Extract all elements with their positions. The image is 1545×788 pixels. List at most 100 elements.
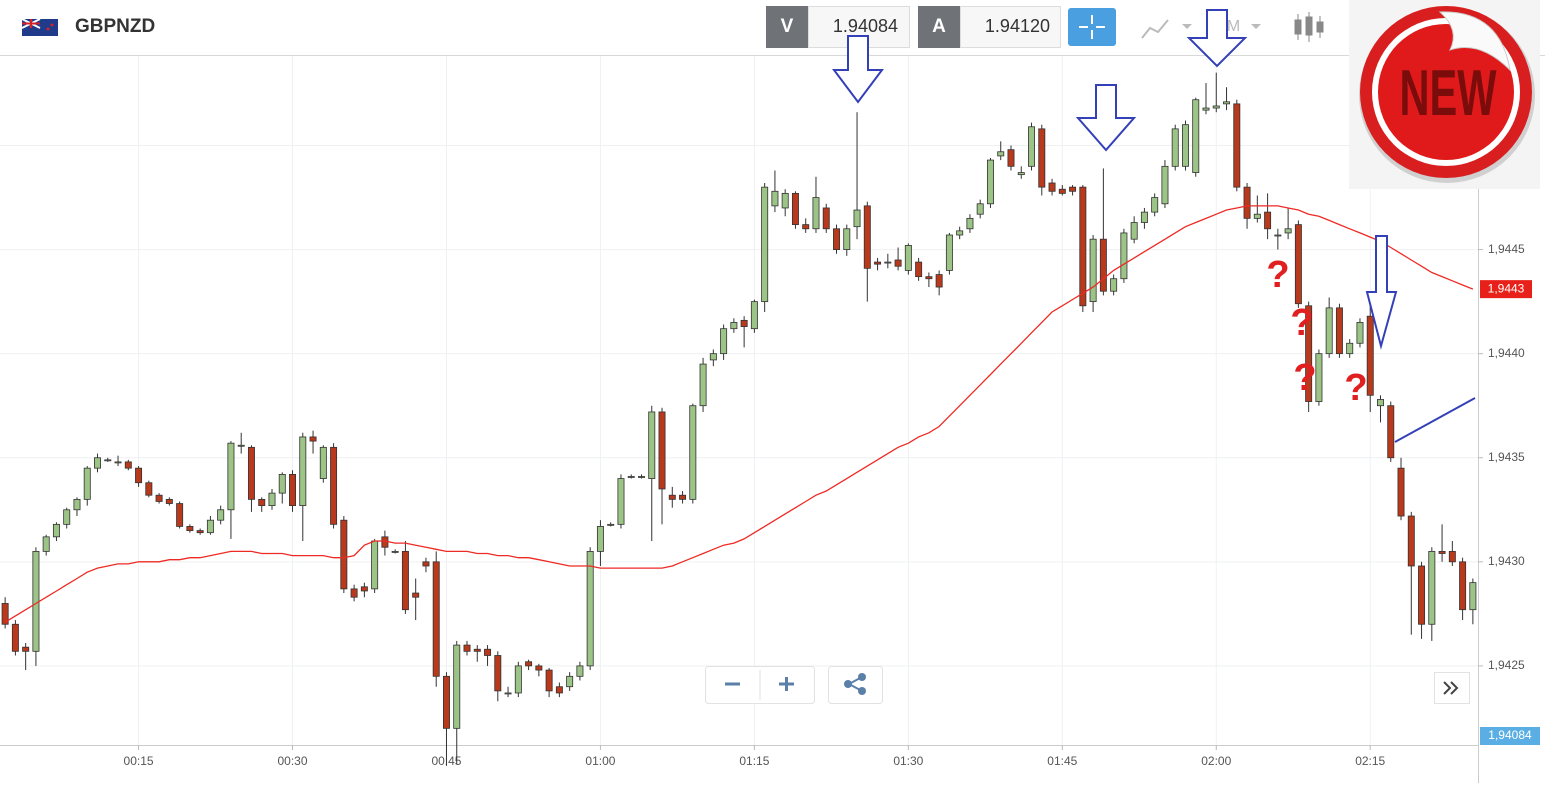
candle-body (401, 551, 409, 611)
timeframe-caret[interactable] (1251, 24, 1261, 29)
candle-body (781, 192, 789, 209)
annotation-question: ? (1290, 302, 1313, 344)
x-tick-label: 01:45 (1047, 754, 1077, 768)
candle-body (309, 436, 317, 442)
candle-body (73, 498, 81, 511)
candle-body (1448, 551, 1456, 563)
scroll-right-button[interactable] (1434, 672, 1470, 704)
candle-body (94, 457, 101, 469)
y-tick-label: 1,9425 (1488, 658, 1525, 672)
candle-body (1130, 222, 1138, 240)
candle-body (1346, 342, 1354, 355)
candle-body (196, 530, 204, 534)
candle-body (956, 230, 964, 236)
candle-body (1428, 551, 1436, 625)
candle-body (874, 261, 882, 265)
candle-body (237, 444, 245, 447)
candle-body (1294, 224, 1302, 305)
badge-text: NEW (1399, 57, 1496, 130)
candle-body (1387, 405, 1395, 459)
candle-body (627, 476, 635, 478)
candle-body (658, 411, 666, 490)
candle-body (1397, 467, 1405, 517)
zoom-controls[interactable] (705, 666, 815, 704)
candle-body (596, 526, 604, 552)
candle-body (1366, 315, 1374, 396)
candle-body (1140, 211, 1148, 223)
candle-body (668, 494, 676, 500)
candle-type-button[interactable] (1294, 12, 1324, 42)
bid-price[interactable]: 1.94084 (833, 16, 898, 36)
candle-body (638, 476, 645, 478)
candle-body (206, 519, 214, 534)
candle-body (822, 207, 830, 230)
candle-body (1469, 582, 1477, 611)
candle-body (761, 186, 769, 303)
candle-body (247, 446, 255, 500)
candle-body (155, 494, 163, 502)
candle-body (1171, 128, 1179, 167)
candle-body (1089, 238, 1097, 303)
chart-style-button[interactable] (1141, 19, 1192, 39)
candle-body (258, 498, 266, 507)
candle-body (165, 498, 173, 504)
candle-body (176, 503, 184, 527)
candle-body (340, 519, 348, 590)
ask-box[interactable] (960, 6, 1061, 48)
candle-body (422, 561, 430, 567)
ma-price-box (1480, 280, 1532, 299)
candle-body (720, 328, 728, 355)
candle-body (617, 478, 625, 525)
candle-body (863, 205, 871, 269)
crosshair-button[interactable] (1068, 8, 1116, 46)
candle-body (504, 692, 512, 695)
bid-box[interactable] (808, 6, 910, 48)
candle-body (268, 492, 276, 507)
candle-body (124, 461, 132, 469)
candle-body (935, 274, 943, 288)
candle-body (371, 540, 379, 590)
candle-body (545, 669, 553, 692)
candle-body (360, 586, 368, 592)
flag (21, 18, 58, 36)
ask-tag[interactable]: A (932, 16, 946, 37)
candle-body (1212, 105, 1220, 109)
candle-body (1192, 99, 1200, 173)
bid-tag[interactable]: V (781, 16, 794, 37)
candle-body (1253, 213, 1261, 219)
zoom-in-icon[interactable] (779, 677, 794, 691)
ask-price[interactable]: 1.94120 (985, 16, 1050, 36)
candle-body (1356, 322, 1364, 344)
candle-body (976, 203, 984, 215)
share-button[interactable] (828, 666, 883, 704)
candle-body (791, 192, 799, 226)
candle-body (514, 665, 522, 694)
candle-body (679, 494, 687, 500)
x-tick-label: 00:15 (124, 754, 154, 768)
plot-area: 1,94251,94301,94351,94401,94451,945000:1… (0, 56, 1525, 783)
candle-body (319, 446, 327, 479)
candle-body (278, 473, 286, 494)
candle-body (1274, 234, 1282, 237)
candle-body (442, 675, 450, 729)
candle-body (699, 363, 707, 407)
candle-body (330, 446, 338, 525)
candle-body (391, 551, 399, 553)
ask-tag-box[interactable] (918, 6, 960, 48)
candle-body (1418, 565, 1426, 625)
y-tick-label: 1,9430 (1488, 554, 1525, 568)
candle-body (945, 234, 953, 271)
candle-body (135, 467, 143, 484)
annotation-question: ? (1266, 254, 1289, 296)
candle-body (1017, 172, 1025, 176)
candle-body (1182, 124, 1189, 167)
bid-tag-box[interactable] (766, 6, 808, 48)
candle-body (1335, 307, 1343, 355)
candle-body (1377, 399, 1384, 407)
candle-body (525, 661, 533, 667)
candle-body (535, 665, 543, 671)
candle-body (750, 301, 758, 330)
y-tick-label: 1,9440 (1488, 346, 1525, 360)
candle-body (1079, 186, 1087, 307)
candle-body (648, 411, 656, 479)
